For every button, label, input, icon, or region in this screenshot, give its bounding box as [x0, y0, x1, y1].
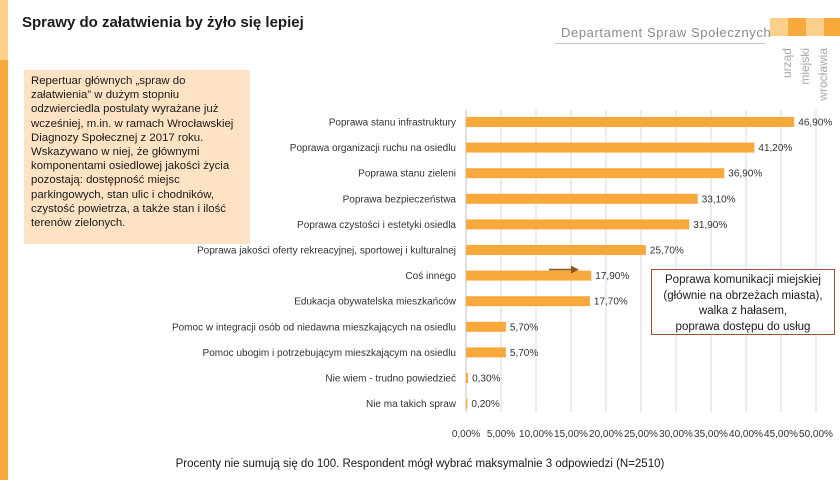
- category-label: Poprawa stanu zieleni: [358, 169, 456, 180]
- x-tick-label: 5,00%: [487, 429, 515, 440]
- bar: [466, 398, 468, 409]
- callout-line-1: Poprawa komunikacji miejskiej: [665, 274, 821, 286]
- bar: [466, 168, 725, 179]
- data-label: 33,10%: [702, 194, 736, 205]
- x-tick-label: 20,00%: [589, 429, 623, 440]
- callout-line-4: poprawa dostępu do usług: [675, 320, 811, 333]
- data-label: 5,70%: [510, 348, 538, 359]
- bar: [466, 373, 469, 383]
- logo-square-3: [806, 18, 824, 36]
- data-label: 46,90%: [798, 118, 832, 129]
- data-label: 17,70%: [594, 297, 628, 308]
- category-label: Poprawa bezpieczeństwa: [343, 194, 457, 205]
- data-label: 25,70%: [650, 246, 684, 257]
- bar: [466, 296, 590, 307]
- category-label: Poprawa czystości i estetyki osiedla: [297, 220, 456, 231]
- data-label: 0,30%: [472, 374, 500, 385]
- category-label: Nie wiem - trudno powiedzieć: [325, 374, 456, 385]
- left-accent-bar: [0, 0, 8, 480]
- category-label: Poprawa jakości oferty rekreacyjnej, spo…: [197, 246, 456, 257]
- x-tick-label: 15,00%: [554, 429, 588, 440]
- bar: [466, 117, 795, 127]
- x-tick-label: 30,00%: [659, 429, 693, 440]
- category-label: Coś innego: [405, 271, 456, 282]
- x-tick-label: 25,00%: [624, 429, 658, 440]
- category-label: Nie ma takich spraw: [366, 399, 457, 410]
- department-name: Departament Spraw Społecznych: [561, 25, 772, 40]
- data-label: 17,90%: [595, 271, 629, 282]
- bar: [466, 142, 755, 153]
- callout-line-3: walka z hałasem,: [698, 305, 788, 317]
- data-label: 41,20%: [758, 143, 792, 154]
- callout-box: Poprawa komunikacji miejskiej (głównie n…: [651, 269, 835, 335]
- bar: [466, 347, 506, 358]
- x-tick-label: 10,00%: [519, 429, 553, 440]
- bar: [466, 245, 646, 255]
- bar: [466, 321, 506, 332]
- data-label: 31,90%: [693, 220, 727, 231]
- left-accent-bar-top: [0, 0, 8, 60]
- logo-square-1: [770, 18, 788, 36]
- category-label: Pomoc ubogim i potrzebującym mieszkający…: [203, 348, 456, 359]
- bar: [466, 193, 698, 204]
- category-label: Pomoc w integracji osób od niedawna mies…: [172, 322, 456, 333]
- x-tick-label: 45,00%: [764, 429, 798, 440]
- callout-line-2: (głównie na obrzeżach miasta),: [663, 289, 823, 302]
- logo-square-2: [788, 18, 806, 36]
- bar: [466, 270, 592, 281]
- footnote: Procenty nie sumują się do 100. Responde…: [175, 458, 665, 470]
- slide-title: Sprawy do załatwienia by żyło się lepiej: [22, 14, 304, 31]
- x-tick-label: 0,00%: [452, 429, 480, 440]
- data-label: 0,20%: [471, 399, 499, 410]
- data-label: 5,70%: [510, 322, 538, 333]
- bar: [466, 219, 690, 230]
- category-label: Poprawa stanu infrastruktury: [329, 118, 456, 129]
- x-tick-label: 40,00%: [729, 429, 763, 440]
- logo-square-4: [824, 18, 840, 36]
- info-box: Repertuar głównych „spraw do załatwienia…: [24, 70, 250, 244]
- x-tick-label: 50,00%: [799, 429, 833, 440]
- department-rule: [555, 43, 765, 44]
- data-label: 36,90%: [728, 169, 762, 180]
- x-tick-label: 35,00%: [694, 429, 728, 440]
- category-label: Edukacja obywatelska mieszkańców: [294, 297, 457, 308]
- arrow-head: [571, 265, 579, 274]
- category-label: Poprawa organizacji ruchu na osiedlu: [290, 143, 456, 154]
